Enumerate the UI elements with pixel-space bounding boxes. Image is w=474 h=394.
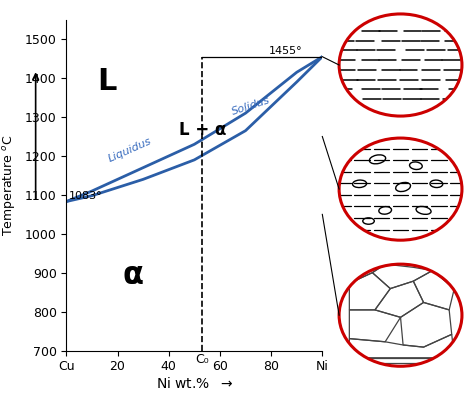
Text: α: α [123,262,144,290]
Text: 1083°: 1083° [69,191,102,201]
Text: L + α: L + α [179,121,227,139]
Circle shape [339,138,462,240]
Text: Temperature $^o$C: Temperature $^o$C [1,134,18,236]
Circle shape [339,264,462,366]
X-axis label: Ni wt.%  $\rightarrow$: Ni wt.% $\rightarrow$ [155,376,233,391]
Text: Liquidus: Liquidus [107,136,154,164]
Text: 1455°: 1455° [269,46,302,56]
Circle shape [339,14,462,116]
Text: C₀: C₀ [195,353,209,366]
Text: Solidus: Solidus [230,95,271,117]
Text: L: L [97,67,117,96]
